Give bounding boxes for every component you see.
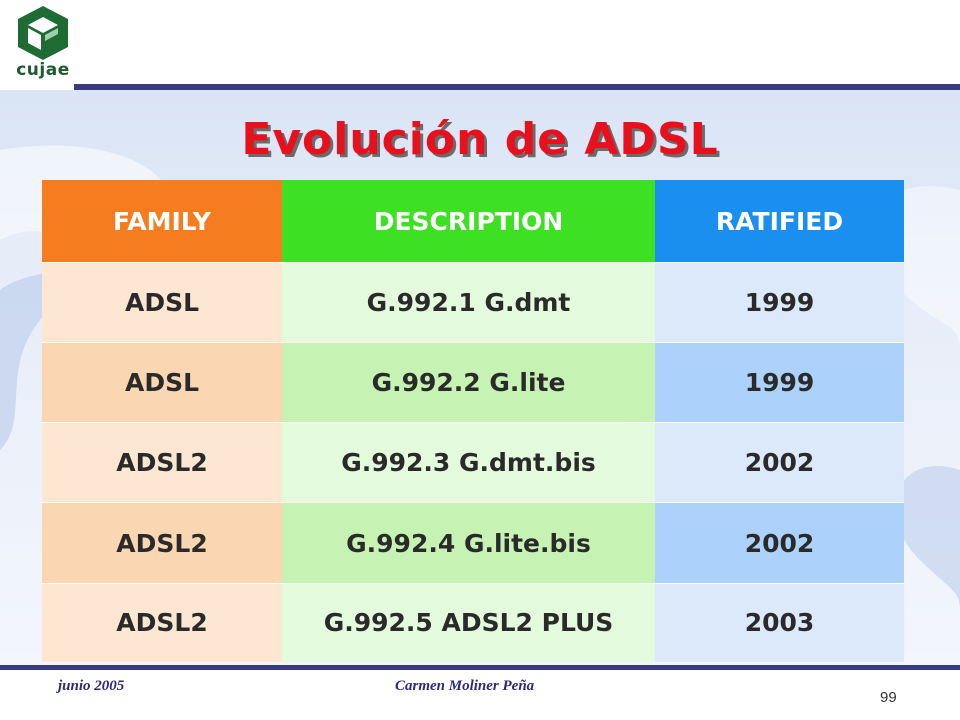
- adsl-table: FAMILY DESCRIPTION RATIFIED ADSL G.992.1…: [42, 180, 904, 662]
- cell-description: G.992.3 G.dmt.bis: [282, 422, 655, 503]
- slide-header: cujae: [0, 0, 960, 86]
- table-row: ADSL2 G.992.5 ADSL2 PLUS 2003: [42, 582, 904, 662]
- cell-family: ADSL: [42, 342, 282, 423]
- logo-text: cujae: [16, 60, 70, 80]
- cell-ratified: 1999: [655, 342, 904, 423]
- cell-description: G.992.2 G.lite: [282, 342, 655, 423]
- cell-ratified: 2002: [655, 502, 904, 584]
- header-ratified: RATIFIED: [655, 180, 904, 263]
- cujae-logo: cujae: [12, 4, 74, 80]
- cube-logo-icon: [18, 6, 68, 60]
- cell-description: G.992.5 ADSL2 PLUS: [282, 582, 655, 662]
- header-description: DESCRIPTION: [282, 180, 655, 263]
- table-row: ADSL G.992.2 G.lite 1999: [42, 342, 904, 423]
- cell-family: ADSL2: [42, 422, 282, 503]
- table-row: ADSL G.992.1 G.dmt 1999: [42, 261, 904, 343]
- cell-description: G.992.4 G.lite.bis: [282, 502, 655, 584]
- footer-date: junio 2005: [58, 678, 125, 694]
- cell-family: ADSL: [42, 261, 282, 343]
- table-header-row: FAMILY DESCRIPTION RATIFIED: [42, 180, 904, 263]
- cell-family: ADSL2: [42, 582, 282, 662]
- footer-author: Carmen Moliner Peña: [395, 678, 535, 694]
- header-family: FAMILY: [42, 180, 282, 263]
- cell-ratified: 2002: [655, 422, 904, 503]
- page-number: 99: [880, 689, 897, 706]
- table-row: ADSL2 G.992.3 G.dmt.bis 2002: [42, 422, 904, 503]
- cell-ratified: 2003: [655, 582, 904, 662]
- cell-description: G.992.1 G.dmt: [282, 261, 655, 343]
- cell-ratified: 1999: [655, 261, 904, 343]
- bottom-divider-bar: [0, 665, 960, 670]
- slide-title: Evolución de ADSL: [241, 114, 719, 165]
- top-divider-bar: [74, 84, 960, 90]
- table-row: ADSL2 G.992.4 G.lite.bis 2002: [42, 502, 904, 584]
- cell-family: ADSL2: [42, 502, 282, 584]
